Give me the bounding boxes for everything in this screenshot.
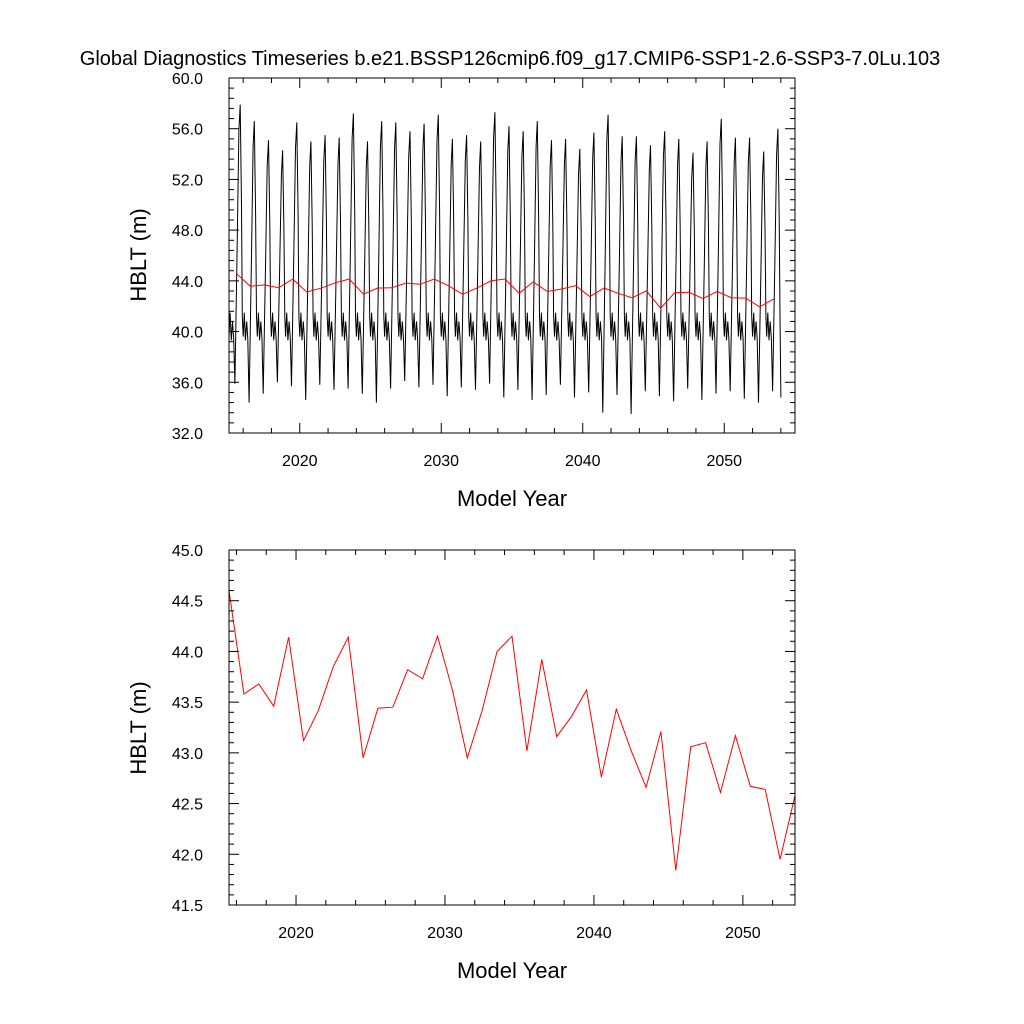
bottom-x-tick-labels: 2020 2030 2040 2050 [278, 925, 761, 942]
figure-title: Global Diagnostics Timeseries b.e21.BSSP… [80, 48, 940, 70]
top-y-tick-label: 44.0 [172, 274, 203, 291]
timeseries-panel-top: 32.0 36.0 40.0 44.0 48.0 52.0 56.0 60.0 2020 203… [126, 71, 796, 511]
bottom-plot-frame [228, 549, 796, 906]
bottom-y-tick-label: 42.0 [172, 847, 203, 864]
top-y-tick-label: 56.0 [172, 122, 203, 139]
bottom-x-tick-label: 2040 [576, 925, 612, 942]
top-y-tick-label: 36.0 [172, 375, 203, 392]
bottom-plot-marks [228, 590, 796, 871]
bottom-y-tick-labels: 41.5 42.0 42.5 43.0 43.5 44.0 44.5 45.0 [172, 543, 203, 915]
top-series-annual-line [235, 272, 775, 309]
bottom-y-tick-label: 44.5 [172, 594, 203, 611]
top-x-tick-label: 2050 [706, 453, 742, 470]
bottom-y-tick-label: 41.5 [172, 898, 203, 915]
top-x-tick-labels: 2020 2030 2040 2050 [282, 453, 742, 470]
top-y-tick-labels: 32.0 36.0 40.0 44.0 48.0 52.0 56.0 60.0 [172, 71, 203, 443]
top-y-tick-label: 48.0 [172, 223, 203, 240]
bottom-y-tick-label: 44.0 [172, 644, 203, 661]
top-y-tick-label: 60.0 [172, 71, 203, 88]
top-y-tick-label: 40.0 [172, 325, 203, 342]
bottom-y-tick-label: 42.5 [172, 797, 203, 814]
bottom-x-tick-label: 2030 [427, 925, 463, 942]
top-x-tick-label: 2040 [565, 453, 601, 470]
bottom-x-tick-label: 2050 [725, 925, 761, 942]
bottom-x-tick-label: 2020 [278, 925, 314, 942]
top-x-tick-label: 2030 [423, 453, 459, 470]
bottom-y-axis-label: HBLT (m) [126, 681, 151, 774]
top-y-tick-label: 32.0 [172, 426, 203, 443]
bottom-y-tick-label: 43.0 [172, 746, 203, 763]
top-y-tick-label: 52.0 [172, 172, 203, 189]
bottom-x-axis-label: Model Year [457, 958, 567, 983]
bottom-y-tick-label: 45.0 [172, 543, 203, 560]
top-series-monthly-line [228, 104, 782, 415]
timeseries-panel-bottom: 41.5 42.0 42.5 43.0 43.5 44.0 44.5 45.0 2020 203… [126, 543, 796, 983]
bottom-y-tick-label: 43.5 [172, 695, 203, 712]
bottom-ticks [229, 549, 795, 906]
top-x-axis-label: Model Year [457, 486, 567, 511]
top-plot-marks [228, 104, 782, 415]
top-plot-frame [228, 77, 796, 434]
top-ticks [229, 77, 795, 434]
top-y-axis-label: HBLT (m) [126, 208, 151, 301]
top-x-tick-label: 2020 [282, 453, 318, 470]
bottom-series-annual-line [228, 590, 796, 871]
